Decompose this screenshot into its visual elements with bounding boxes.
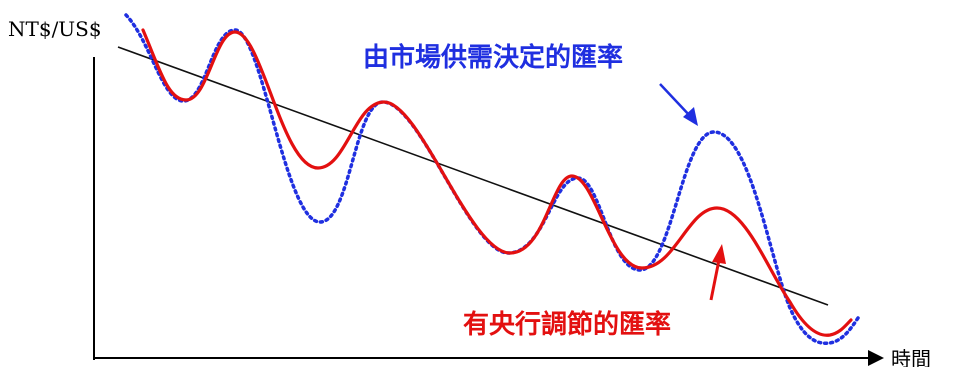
market-rate-pointer-arrow xyxy=(659,83,698,126)
x-axis-arrowhead xyxy=(868,350,884,366)
axes xyxy=(93,57,884,366)
managed-rate-label: 有央行調節的匯率 xyxy=(463,309,671,340)
y-axis-label: NT$/US$ xyxy=(8,17,102,41)
trend-line xyxy=(117,46,829,306)
market-rate-label: 由市場供需決定的匯率 xyxy=(363,42,623,73)
x-axis-label: 時間 xyxy=(891,347,931,367)
managed-rate-pointer-arrow xyxy=(709,244,726,301)
managed-rate-curve xyxy=(141,28,853,337)
